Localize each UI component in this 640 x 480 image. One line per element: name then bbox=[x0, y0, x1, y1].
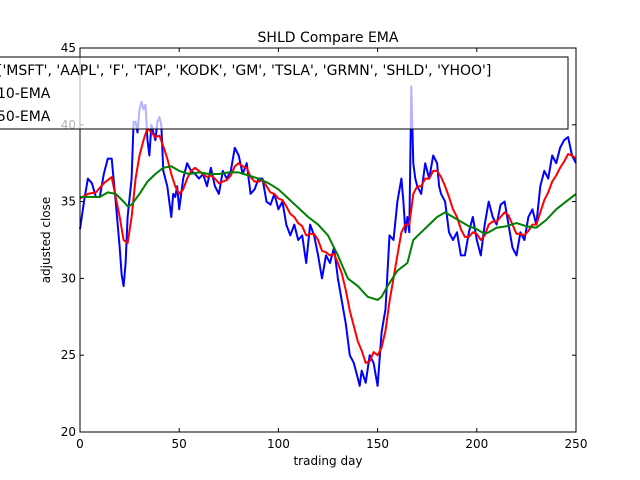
plot-frame bbox=[79, 47, 577, 433]
y-axis-label: adjusted close bbox=[39, 197, 53, 284]
series-line-0 bbox=[79, 85, 577, 387]
legend-box bbox=[0, 56, 569, 130]
series-line-2 bbox=[80, 165, 577, 301]
x-tick-label: 50 bbox=[172, 437, 187, 451]
x-axis-label: trading day bbox=[293, 454, 362, 468]
y-tick-label: 25 bbox=[61, 348, 76, 362]
x-tick-label: 0 bbox=[76, 437, 84, 451]
y-tick-label: 20 bbox=[61, 425, 76, 439]
legend-label-0: ['MSFT', 'AAPL', 'F', 'TAP', 'KODK', 'GM… bbox=[0, 63, 491, 79]
y-axis: 202530354045 bbox=[61, 41, 576, 439]
x-tick-label: 150 bbox=[366, 437, 389, 451]
series-layer bbox=[79, 85, 577, 387]
x-axis: 0 50 100 150 200 250 bbox=[76, 48, 587, 451]
x-tick-label: 250 bbox=[565, 437, 588, 451]
series-line-1 bbox=[79, 126, 577, 364]
y-tick-label: 45 bbox=[61, 41, 76, 55]
legend-label-2: 50-EMA bbox=[0, 109, 51, 125]
legend-entries: ['MSFT', 'AAPL', 'F', 'TAP', 'KODK', 'GM… bbox=[0, 63, 491, 125]
x-tick-label: 200 bbox=[465, 437, 488, 451]
legend-label-1: 10-EMA bbox=[0, 86, 51, 102]
x-tick-label: 100 bbox=[267, 437, 290, 451]
y-tick-label: 35 bbox=[61, 195, 76, 209]
y-tick-label: 30 bbox=[61, 271, 76, 285]
legend: ['MSFT', 'AAPL', 'F', 'TAP', 'KODK', 'GM… bbox=[0, 56, 569, 130]
chart-title: SHLD Compare EMA bbox=[258, 30, 399, 46]
